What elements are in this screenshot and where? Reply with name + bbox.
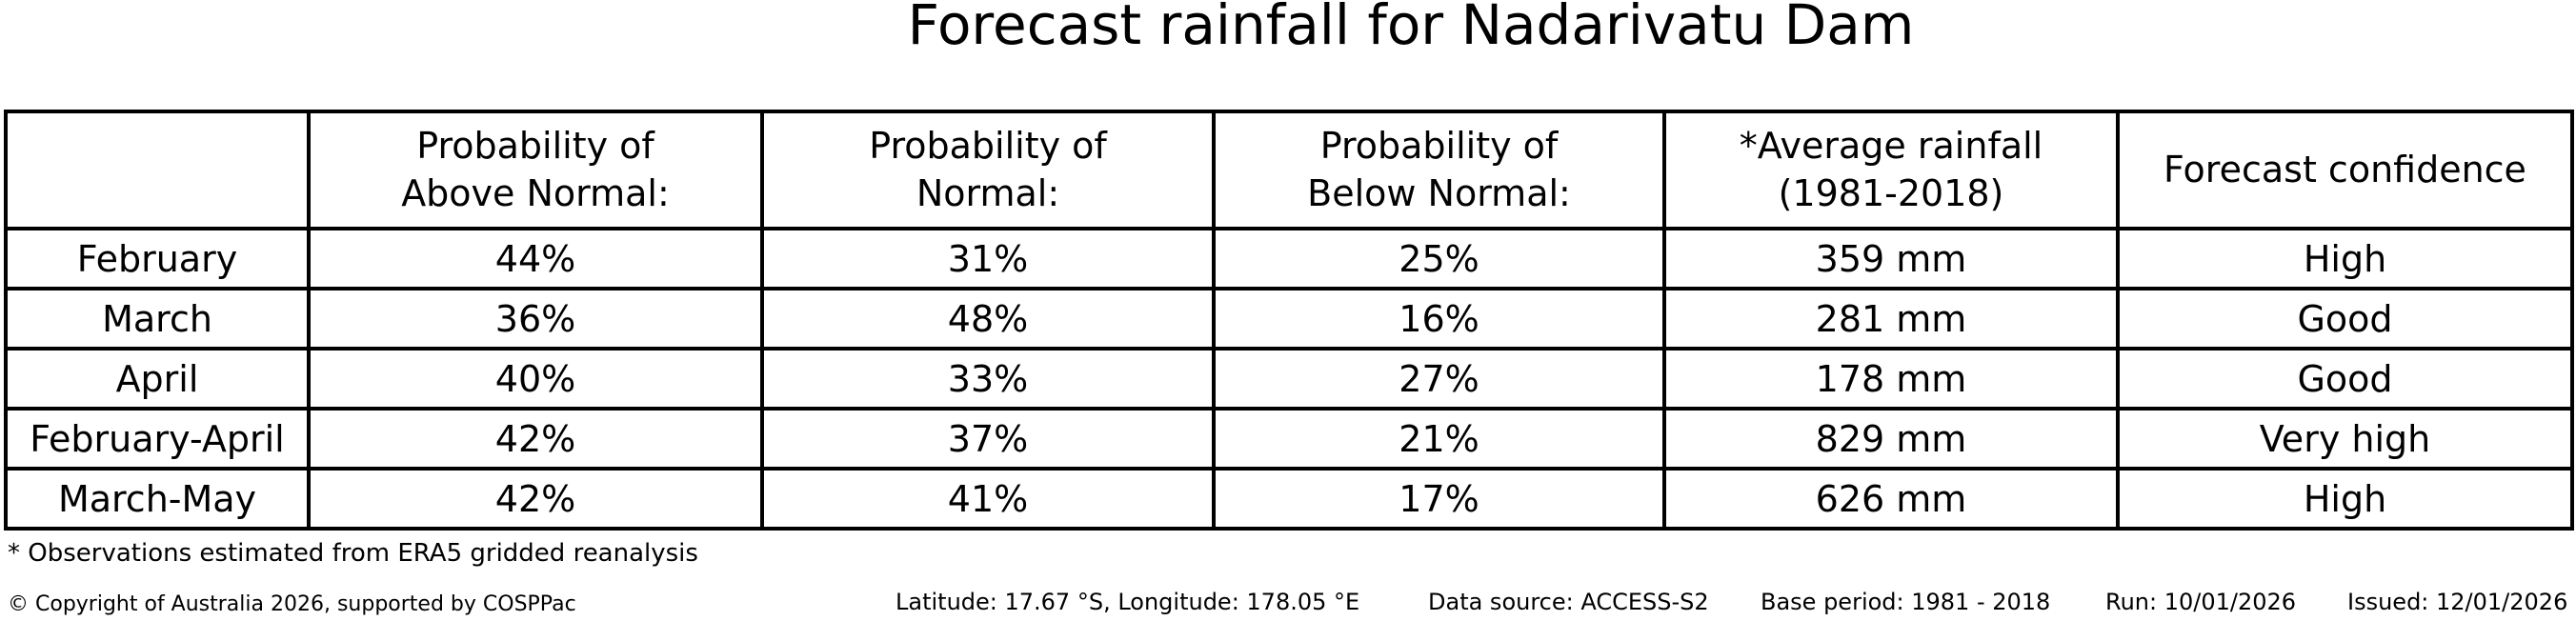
cell-february-april-average-rainfall: 829 mm xyxy=(1662,407,2120,471)
copyright-notice: © Copyright of Australia 2026, supported… xyxy=(8,592,576,616)
table-row-april: April 40% 33% 27% 178 mm Good xyxy=(4,347,2574,411)
row-label-march: March xyxy=(4,287,311,351)
cell-march-may-above-normal: 42% xyxy=(307,467,764,531)
column-header-forecast-confidence: Forecast confidence xyxy=(2116,110,2574,230)
footnote: * Observations estimated from ERA5 gridd… xyxy=(8,539,698,568)
cell-march-above-normal: 36% xyxy=(307,287,764,351)
forecast-table: Probability of Above Normal: Probability… xyxy=(4,110,2574,531)
cell-april-above-normal: 40% xyxy=(307,347,764,411)
column-header-above-normal: Probability of Above Normal: xyxy=(307,110,764,230)
row-label-march-may: March-May xyxy=(4,467,311,531)
cell-march-normal: 48% xyxy=(760,287,1216,351)
row-label-february: February xyxy=(4,227,311,290)
cell-february-normal: 31% xyxy=(760,227,1216,290)
footer-run-date: Run: 10/01/2026 xyxy=(2105,589,2297,615)
corner-cell xyxy=(4,110,311,230)
row-label-april: April xyxy=(4,347,311,411)
cell-february-april-confidence: Very high xyxy=(2116,407,2574,471)
cell-march-may-average-rainfall: 626 mm xyxy=(1662,467,2120,531)
cell-april-confidence: Good xyxy=(2116,347,2574,411)
column-header-normal: Probability of Normal: xyxy=(760,110,1216,230)
page-title: Forecast rainfall for Nadarivatu Dam xyxy=(907,0,1915,57)
cell-april-below-normal: 27% xyxy=(1212,347,1666,411)
header-row: Probability of Above Normal: Probability… xyxy=(4,110,2574,230)
cell-february-below-normal: 25% xyxy=(1212,227,1666,290)
footer-issued-date: Issued: 12/01/2026 xyxy=(2347,589,2568,615)
cell-february-average-rainfall: 359 mm xyxy=(1662,227,2120,290)
table-row-february: February 44% 31% 25% 359 mm High xyxy=(4,227,2574,290)
column-header-average-rainfall: *Average rainfall (1981-2018) xyxy=(1662,110,2120,230)
footer-base-period: Base period: 1981 - 2018 xyxy=(1761,589,2051,615)
cell-april-normal: 33% xyxy=(760,347,1216,411)
cell-march-may-normal: 41% xyxy=(760,467,1216,531)
cell-april-average-rainfall: 178 mm xyxy=(1662,347,2120,411)
row-label-february-april: February-April xyxy=(4,407,311,471)
table-row-march-may: March-May 42% 41% 17% 626 mm High xyxy=(4,467,2574,531)
table-row-march: March 36% 48% 16% 281 mm Good xyxy=(4,287,2574,351)
footer-data-source: Data source: ACCESS-S2 xyxy=(1428,589,1709,615)
footer-location: Latitude: 17.67 °S, Longitude: 178.05 °E xyxy=(896,589,1360,615)
cell-february-confidence: High xyxy=(2116,227,2574,290)
cell-march-confidence: Good xyxy=(2116,287,2574,351)
cell-march-below-normal: 16% xyxy=(1212,287,1666,351)
cell-march-may-confidence: High xyxy=(2116,467,2574,531)
cell-march-average-rainfall: 281 mm xyxy=(1662,287,2120,351)
cell-february-april-below-normal: 21% xyxy=(1212,407,1666,471)
table-row-february-april: February-April 42% 37% 21% 829 mm Very h… xyxy=(4,407,2574,471)
cell-february-above-normal: 44% xyxy=(307,227,764,290)
column-header-below-normal: Probability of Below Normal: xyxy=(1212,110,1666,230)
cell-february-april-normal: 37% xyxy=(760,407,1216,471)
cell-february-april-above-normal: 42% xyxy=(307,407,764,471)
cell-march-may-below-normal: 17% xyxy=(1212,467,1666,531)
